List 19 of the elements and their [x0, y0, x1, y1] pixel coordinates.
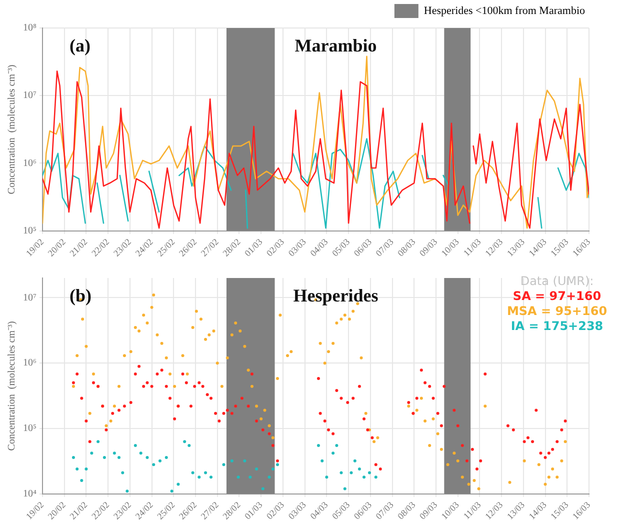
y-tick-label: 10⁵	[22, 423, 36, 434]
legend-label: Hesperides <100km from Marambio	[424, 4, 586, 17]
chart-title: Marambio	[294, 36, 377, 56]
annotation: (b)	[69, 286, 92, 306]
y-tick-label: 10⁶	[22, 358, 37, 369]
y-tick-label: 10⁷	[22, 90, 37, 102]
y-tick-label: 10⁴	[22, 488, 37, 500]
text: MSA = 95+160	[506, 304, 608, 318]
chart-title: Hesperides	[293, 286, 378, 306]
y-tick-label: 10⁷	[22, 292, 37, 304]
text: IA = 175+238	[510, 319, 604, 334]
y-tick-label: 10⁸	[22, 22, 37, 34]
y-axis-title: Concentration (molecules cm⁻³)	[6, 321, 18, 451]
y-tick-label: 10⁵	[22, 225, 36, 236]
annotation: (a)	[69, 36, 90, 56]
y-axis-title: Concentration (molecules cm⁻³)	[6, 64, 18, 194]
text: SA = 97+160	[512, 289, 602, 304]
legend-title: Data (UMR):	[520, 274, 594, 288]
y-tick-label: 10⁶	[22, 158, 37, 169]
